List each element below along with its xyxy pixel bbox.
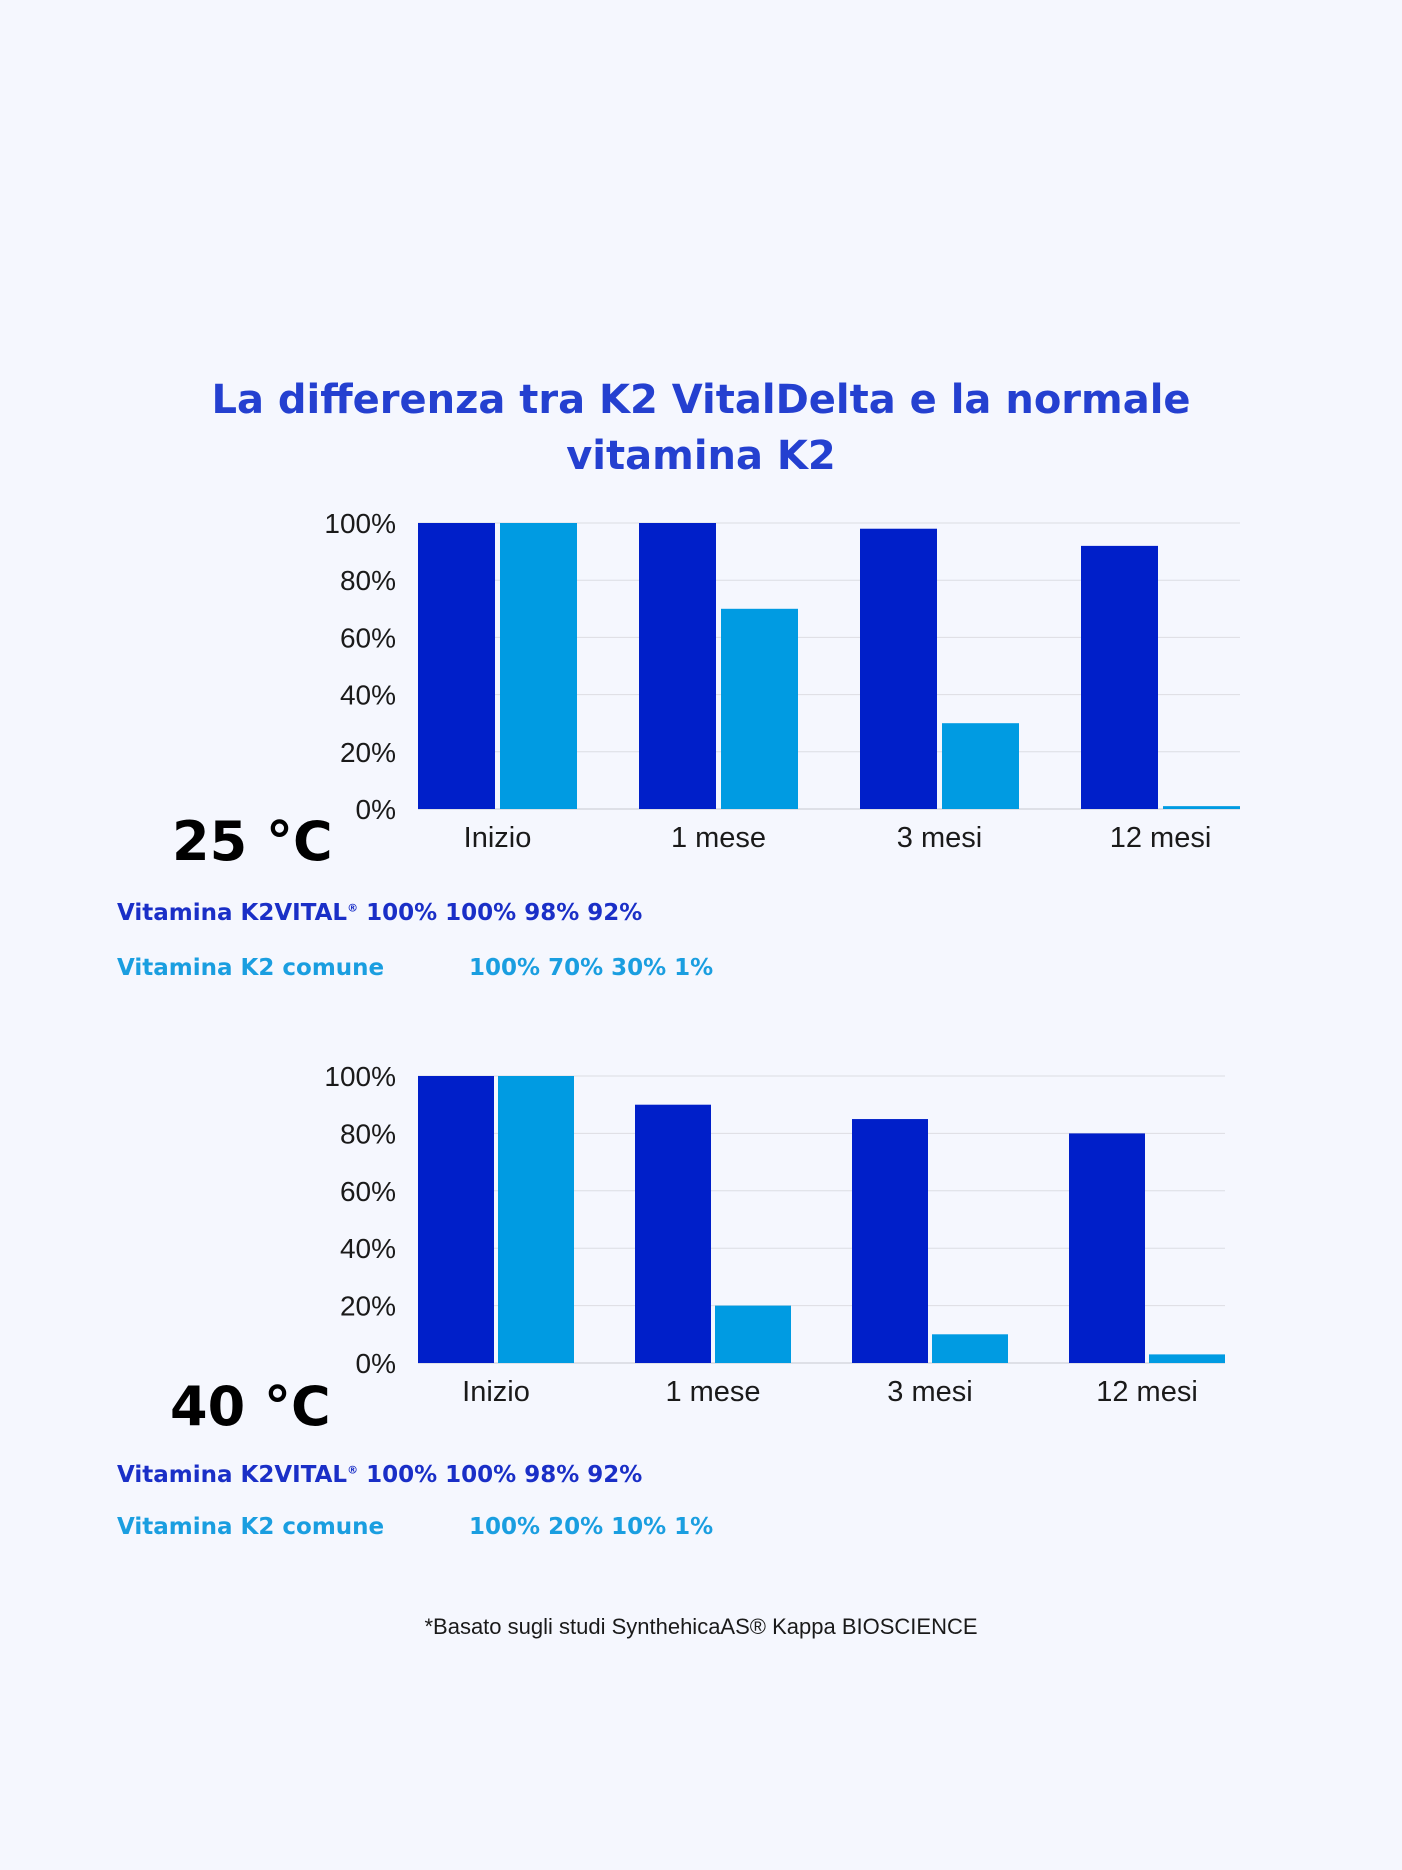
legend-values-k2vital-40c: 100% 100% 98% 92% [366,1462,643,1488]
legend-label-k2vital-40c: Vitamina K2VITAL [117,1462,348,1488]
bar-chart-25c: 0% 20% 40% 60% 80% 100% Inizio 1 mese 3 mesi 12 m… [324,508,1240,854]
y-tick-label: 0% [356,1348,396,1379]
bar-k2vital [860,528,937,809]
registered-mark: ® [347,1463,359,1477]
legend-row-common-25c: Vitamina K2 comune 100% 70% 30% 1% [117,955,713,981]
footnote: *Basato sugli studi SynthehicaAS® Kappa … [424,1614,978,1639]
y-tick-label: 40% [340,680,396,711]
bar-common [1163,806,1240,809]
legend-row-common-40c: Vitamina K2 comune 100% 20% 10% 1% [117,1514,713,1540]
legend-values-common-25c: 100% 70% 30% 1% [469,955,714,981]
bar-common [721,608,798,809]
bar-k2vital [639,523,716,809]
x-tick-label: 1 mese [665,1376,760,1408]
legend-label-common-25c: Vitamina K2 comune [117,955,385,981]
legend-row-k2vital-25c: Vitamina K2VITAL® 100% 100% 98% 92% [117,900,642,926]
x-tick-label: Inizio [462,1376,530,1408]
temperature-label-25c: 25 °C [172,810,333,873]
y-tick-label: 60% [340,622,396,653]
y-tick-label: 40% [340,1233,396,1264]
x-tick-label: 1 mese [671,822,766,854]
y-tick-label: 80% [340,1118,396,1149]
x-tick-label: 12 mesi [1096,1376,1198,1408]
bar-common [1149,1354,1225,1363]
bar-k2vital [1081,545,1158,809]
bar-k2vital [852,1119,928,1363]
bar-k2vital [1069,1133,1145,1363]
registered-mark: ® [347,901,359,915]
y-tick-label: 60% [340,1176,396,1207]
x-tick-label: 3 mesi [897,822,982,854]
bar-common [498,1076,574,1363]
bar-common [932,1334,1008,1363]
y-tick-label: 80% [340,565,396,596]
legend-values-common-40c: 100% 20% 10% 1% [469,1514,714,1540]
y-tick-label: 20% [340,1291,396,1322]
y-tick-label: 100% [324,1061,396,1092]
y-tick-label: 20% [340,737,396,768]
bar-k2vital [635,1104,711,1363]
legend-row-k2vital-40c: Vitamina K2VITAL® 100% 100% 98% 92% [117,1462,642,1488]
legend-label-k2vital-25c: Vitamina K2VITAL [117,900,348,926]
bar-chart-40c: 0% 20% 40% 60% 80% 100% Inizio 1 mese 3 mesi 12 m… [324,1061,1225,1408]
y-tick-label: 0% [356,794,396,825]
legend-values-k2vital-25c: 100% 100% 98% 92% [366,900,643,926]
x-tick-label: 12 mesi [1110,822,1212,854]
bar-k2vital [418,523,495,809]
x-tick-label: 3 mesi [887,1376,972,1408]
bar-common [715,1305,791,1363]
chart-title: La differenza tra K2 VitalDelta e la nor… [211,377,1191,479]
bar-k2vital [418,1076,494,1363]
legend-label-common-40c: Vitamina K2 comune [117,1514,385,1540]
x-tick-label: Inizio [464,822,532,854]
bar-common [500,523,577,809]
temperature-label-40c: 40 °C [170,1375,331,1438]
bar-common [942,723,1019,809]
y-tick-label: 100% [324,508,396,539]
